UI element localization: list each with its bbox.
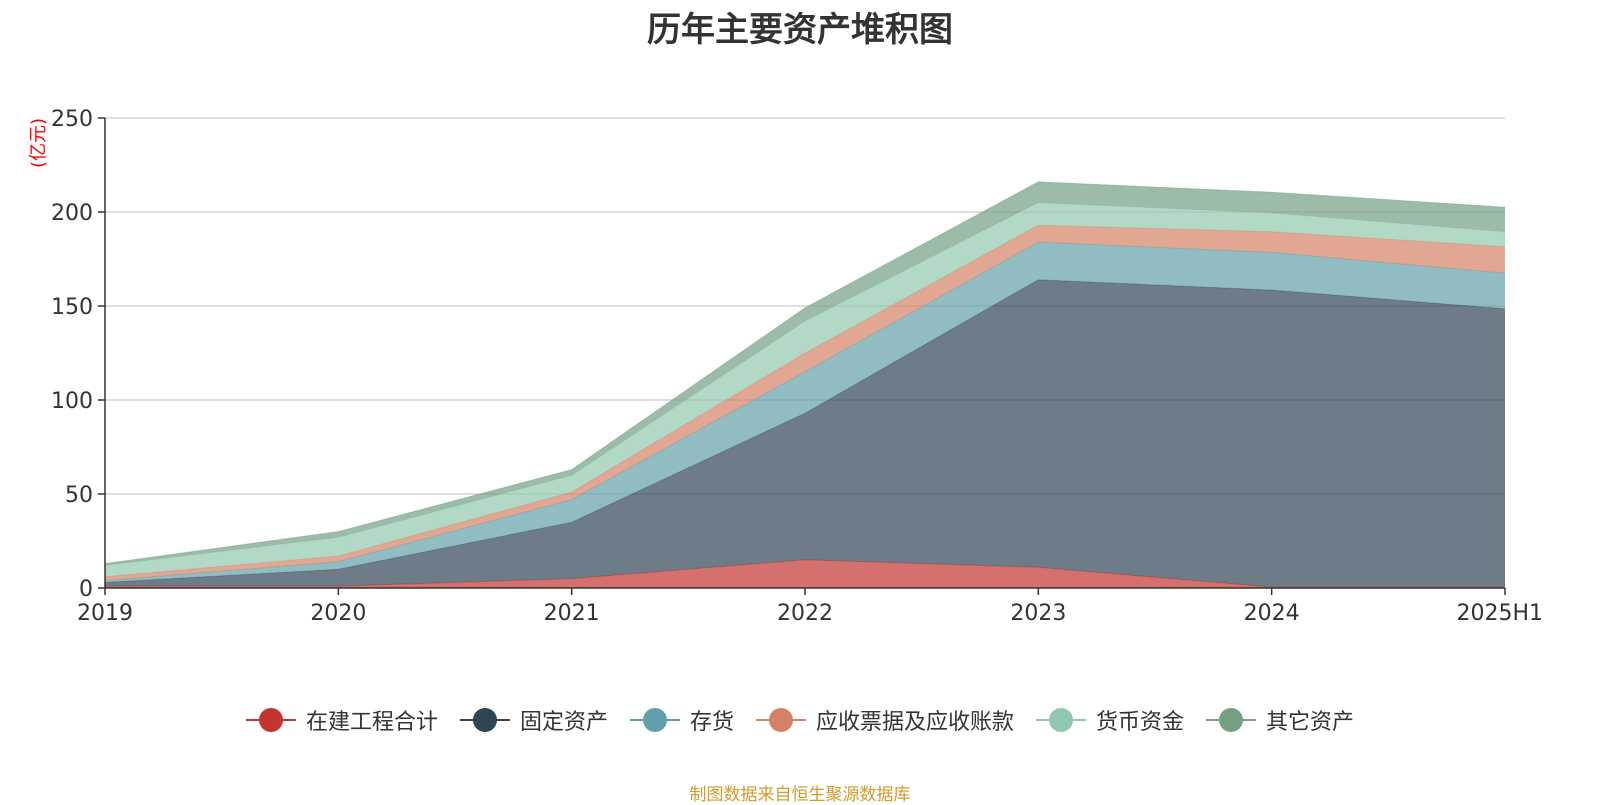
y-tick-label-0: 0 bbox=[79, 577, 93, 602]
legend-label-4: 货币资金 bbox=[1096, 710, 1185, 735]
area-series-1 bbox=[105, 279, 1505, 588]
area-series-0 bbox=[105, 559, 1505, 588]
legend-label-0: 在建工程合计 bbox=[305, 710, 438, 735]
x-tick-label-3: 2022 bbox=[777, 601, 833, 626]
x-tick-label-1: 2020 bbox=[310, 601, 366, 626]
area-series-group bbox=[104, 181, 1506, 588]
legend-marker-3 bbox=[756, 708, 806, 732]
x-tick-label-5: 2024 bbox=[1244, 601, 1300, 626]
x-tick-label-4: 2023 bbox=[1010, 601, 1066, 626]
legend-item-2[interactable]: 存货 bbox=[629, 704, 734, 736]
legend-marker-1 bbox=[459, 708, 510, 732]
legend-label-5: 其它资产 bbox=[1266, 710, 1355, 735]
y-tick-label-100: 100 bbox=[51, 389, 93, 414]
y-tick-label-200: 200 bbox=[51, 201, 93, 226]
legend-marker-4 bbox=[1036, 708, 1087, 732]
x-tick-label-2: 2021 bbox=[544, 601, 600, 626]
y-axis-unit-label: (亿元) bbox=[28, 118, 49, 168]
legend-label-2: 存货 bbox=[689, 710, 734, 735]
x-tick-label-0: 2019 bbox=[77, 601, 133, 626]
legend-item-4[interactable]: 货币资金 bbox=[1036, 704, 1184, 736]
axes: 0 50 100 150 200 250 2019 2020 2021 2022 2023 2024 2… bbox=[51, 107, 1543, 626]
legend: 在建工程合计 固定资产 存货 应收票据及应收账款 货币资金 其它资产 bbox=[0, 700, 1600, 740]
y-tick-label-150: 150 bbox=[51, 295, 93, 320]
legend-marker-0 bbox=[245, 708, 296, 732]
legend-item-1[interactable]: 固定资产 bbox=[459, 704, 608, 736]
legend-marker-2 bbox=[629, 708, 680, 732]
y-tick-label-50: 50 bbox=[65, 483, 93, 508]
source-note: 制图数据来自恒生聚源数据库 bbox=[689, 785, 911, 805]
y-tick-label-250: 250 bbox=[51, 107, 93, 132]
legend-marker-5 bbox=[1206, 708, 1257, 732]
legend-label-3: 应收票据及应收账款 bbox=[816, 710, 1015, 735]
chart-title: 历年主要资产堆积图 bbox=[647, 10, 953, 50]
x-tick-label-6: 2025H1 bbox=[1456, 601, 1543, 626]
legend-label-1: 固定资产 bbox=[519, 710, 608, 735]
area-series-5 bbox=[105, 181, 1505, 566]
legend-item-0[interactable]: 在建工程合计 bbox=[245, 704, 438, 736]
area-series-edge-5 bbox=[104, 181, 1506, 565]
legend-item-5[interactable]: 其它资产 bbox=[1206, 704, 1354, 736]
area-series-2 bbox=[105, 242, 1505, 583]
legend-item-3[interactable]: 应收票据及应收账款 bbox=[756, 704, 1014, 736]
